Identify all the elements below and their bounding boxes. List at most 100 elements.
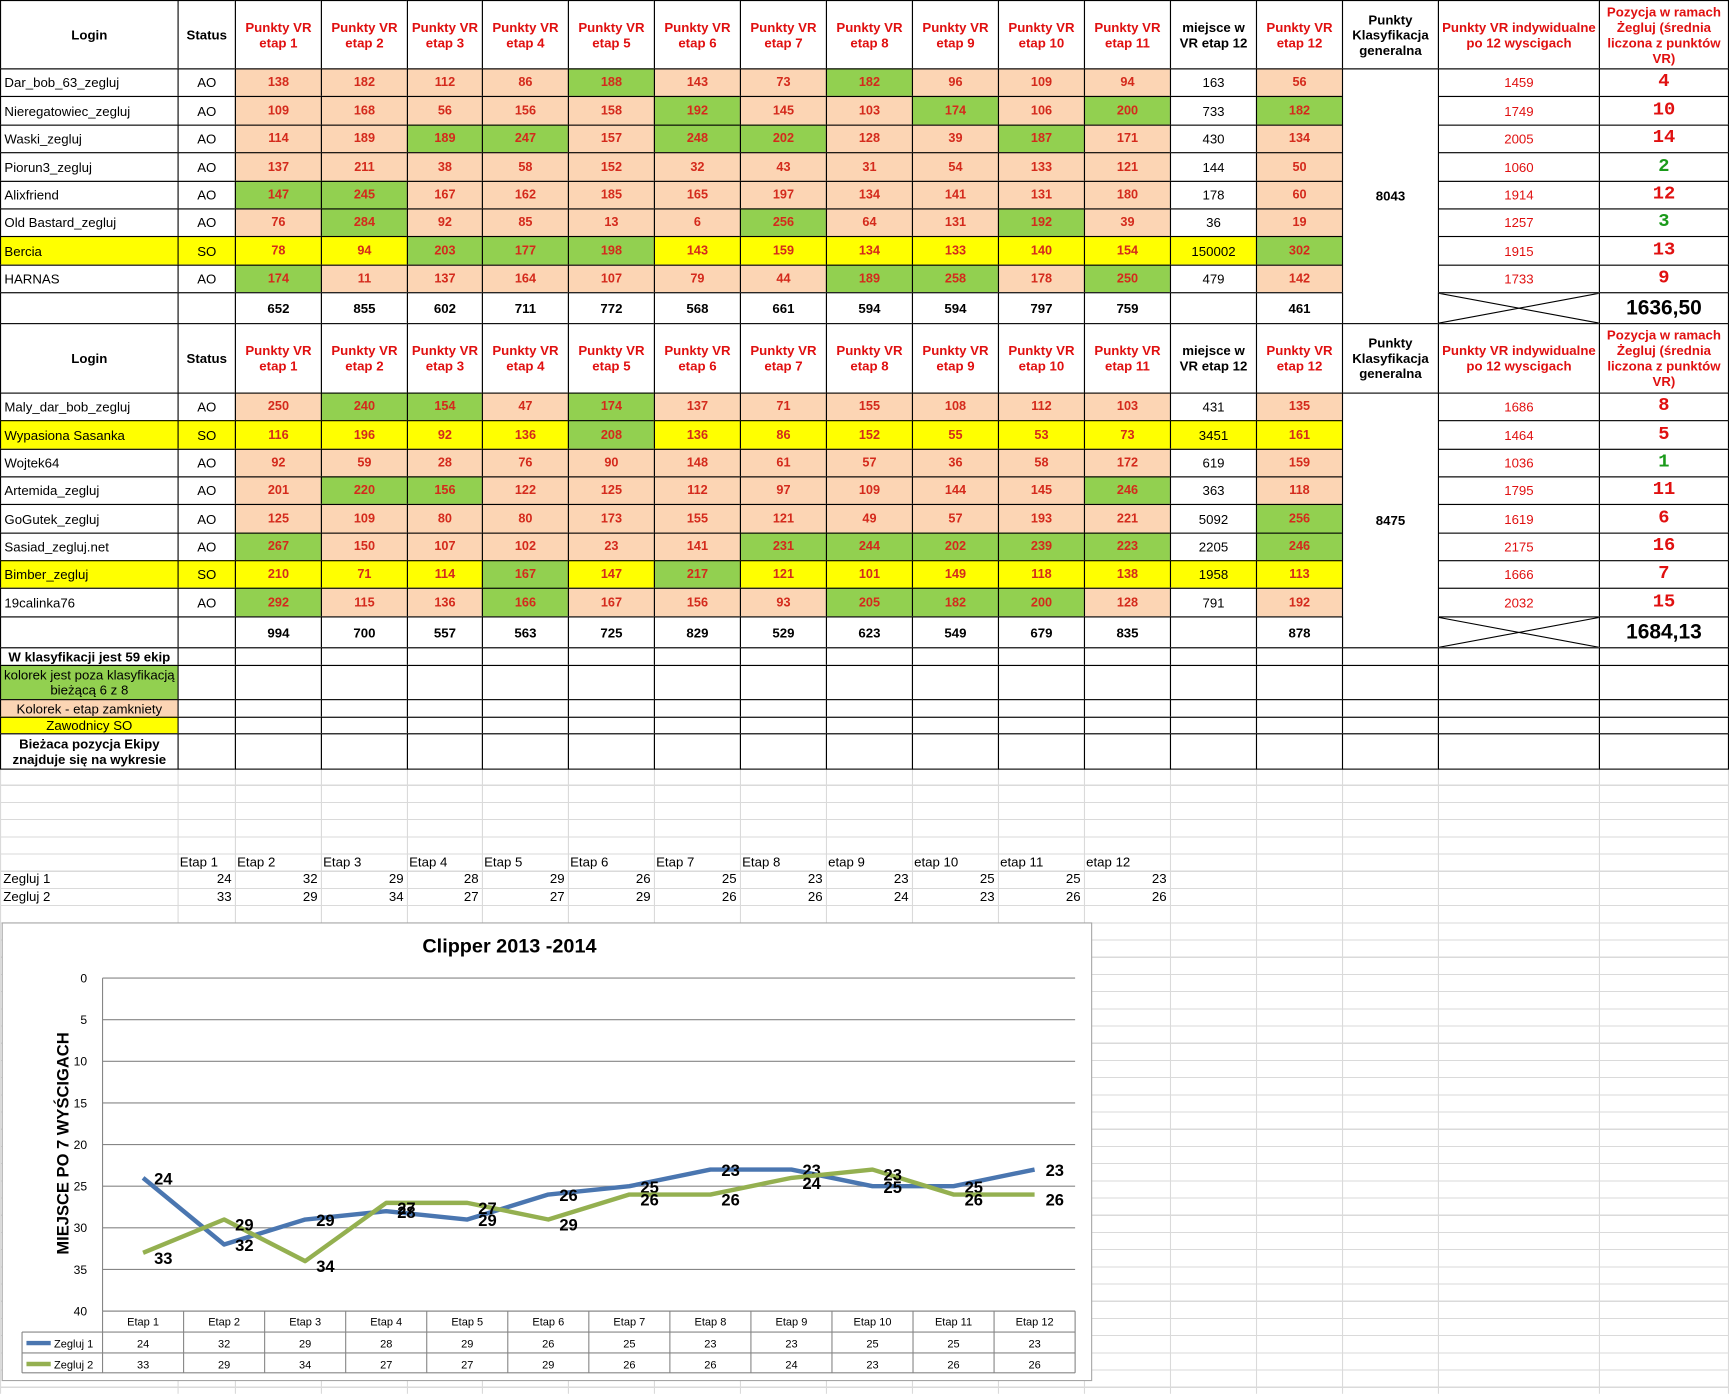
general-classification: 8043 [1341, 68, 1439, 325]
crossed-cell [1437, 616, 1600, 649]
data-label: 29 [478, 1211, 496, 1230]
stage-points: 80 [481, 503, 569, 534]
data-label: 29 [316, 1211, 334, 1230]
position: 8 [1598, 392, 1729, 422]
data-label: 24 [802, 1174, 821, 1193]
data-label: 26 [640, 1191, 658, 1210]
stage-points: 136 [406, 587, 483, 618]
table-value: 23 [1028, 1338, 1040, 1350]
status: AO [177, 208, 236, 238]
data-label: 26 [965, 1191, 983, 1210]
stage-points: 133 [997, 152, 1086, 182]
table-value: 25 [623, 1338, 635, 1350]
table-value: 26 [947, 1359, 959, 1371]
stage-points: 86 [481, 68, 569, 98]
stage-points: 159 [739, 235, 828, 266]
table-value: 29 [218, 1359, 230, 1371]
sheet-col-line [1727, 768, 1729, 1394]
stage-points: 187 [997, 124, 1086, 154]
legend-label: Zegluj 2 [54, 1359, 93, 1371]
data-label: 23 [884, 1166, 902, 1185]
stage-points: 125 [234, 503, 322, 534]
total: 461 [1255, 292, 1344, 325]
y-tick-label: 20 [74, 1138, 88, 1152]
x-tick-label: Etap 9 [776, 1316, 808, 1328]
stage-points: 188 [567, 68, 655, 98]
status: AO [177, 476, 236, 506]
column-header: Login [0, 0, 179, 70]
column-header: Punkty VR etap 12 [1255, 323, 1344, 394]
position: 7 [1598, 560, 1729, 589]
stage-points: 38 [406, 152, 483, 182]
grid-header: etap 11 [1000, 854, 1044, 871]
stage-points: 137 [234, 152, 322, 182]
stage-points: 112 [406, 68, 483, 98]
x-tick-label: Etap 8 [694, 1316, 726, 1328]
stage-points: 250 [234, 392, 322, 422]
chart-area [1, 922, 1093, 1382]
stage-points: 94 [320, 235, 408, 266]
stage-points: 60 [1255, 180, 1344, 210]
stage-points: 154 [406, 392, 483, 422]
grid-value: 33 [216, 888, 232, 904]
stage-points: 136 [481, 420, 569, 450]
stage-points: 258 [911, 264, 1000, 294]
data-label: 27 [478, 1199, 496, 1218]
stage-points: 189 [825, 264, 914, 294]
empty-cell [653, 733, 742, 770]
column-header: Punkty VR etap 8 [825, 0, 914, 70]
y-tick-label: 25 [74, 1180, 88, 1194]
empty-cell [739, 664, 828, 701]
column-header: miejsce w VR etap 12 [1169, 323, 1258, 394]
status: AO [177, 95, 236, 126]
stage-points: 113 [1255, 560, 1344, 589]
total: 549 [911, 616, 1000, 649]
total: 602 [406, 292, 483, 325]
grid-header: Etap 5 [484, 854, 523, 871]
grid-value: 26 [807, 888, 823, 904]
stage-points: 71 [739, 392, 828, 422]
data-label: 33 [154, 1249, 172, 1268]
grid-value: 25 [979, 871, 995, 887]
x-tick-label: Etap 11 [935, 1316, 972, 1328]
stage-points: 121 [1083, 152, 1172, 182]
stage-points: 79 [653, 264, 742, 294]
column-header: Punkty VR etap 5 [567, 0, 655, 70]
stage-points: 157 [567, 124, 655, 154]
stage-points: 302 [1255, 235, 1344, 266]
sheet-col-line [1341, 768, 1344, 1394]
stage-points: 64 [825, 208, 914, 238]
stage-points: 166 [481, 587, 569, 618]
individual-points: 1459 [1437, 68, 1600, 98]
stage-points: 93 [739, 587, 828, 618]
column-header: Punkty VR etap 9 [911, 0, 1000, 70]
empty-cell [567, 733, 655, 770]
place: 430 [1169, 124, 1258, 154]
place: 144 [1169, 152, 1258, 182]
stage-points: 221 [1083, 503, 1172, 534]
stage-points: 152 [825, 420, 914, 450]
column-header: Punkty Klasyfikacja generalna [1341, 323, 1439, 394]
empty-cell [177, 292, 236, 325]
column-header: Punkty VR etap 12 [1255, 0, 1344, 70]
data-label: 34 [316, 1257, 335, 1276]
stage-points: 239 [997, 532, 1086, 562]
empty-cell [1169, 664, 1258, 701]
legend-label: Zegluj 1 [54, 1338, 93, 1350]
grid-header: Etap 7 [656, 854, 695, 871]
empty-cell [1083, 664, 1172, 701]
grid-value: 27 [549, 888, 565, 904]
table-value: 29 [461, 1338, 473, 1350]
grid-value: 23 [979, 888, 995, 904]
stage-points: 23 [567, 532, 655, 562]
stage-points: 85 [481, 208, 569, 238]
empty-cell [825, 664, 914, 701]
stage-points: 185 [567, 180, 655, 210]
stage-points: 102 [481, 532, 569, 562]
stage-points: 145 [739, 95, 828, 126]
grid-header: etap 12 [1086, 854, 1131, 871]
column-header: Punkty VR etap 2 [320, 0, 408, 70]
